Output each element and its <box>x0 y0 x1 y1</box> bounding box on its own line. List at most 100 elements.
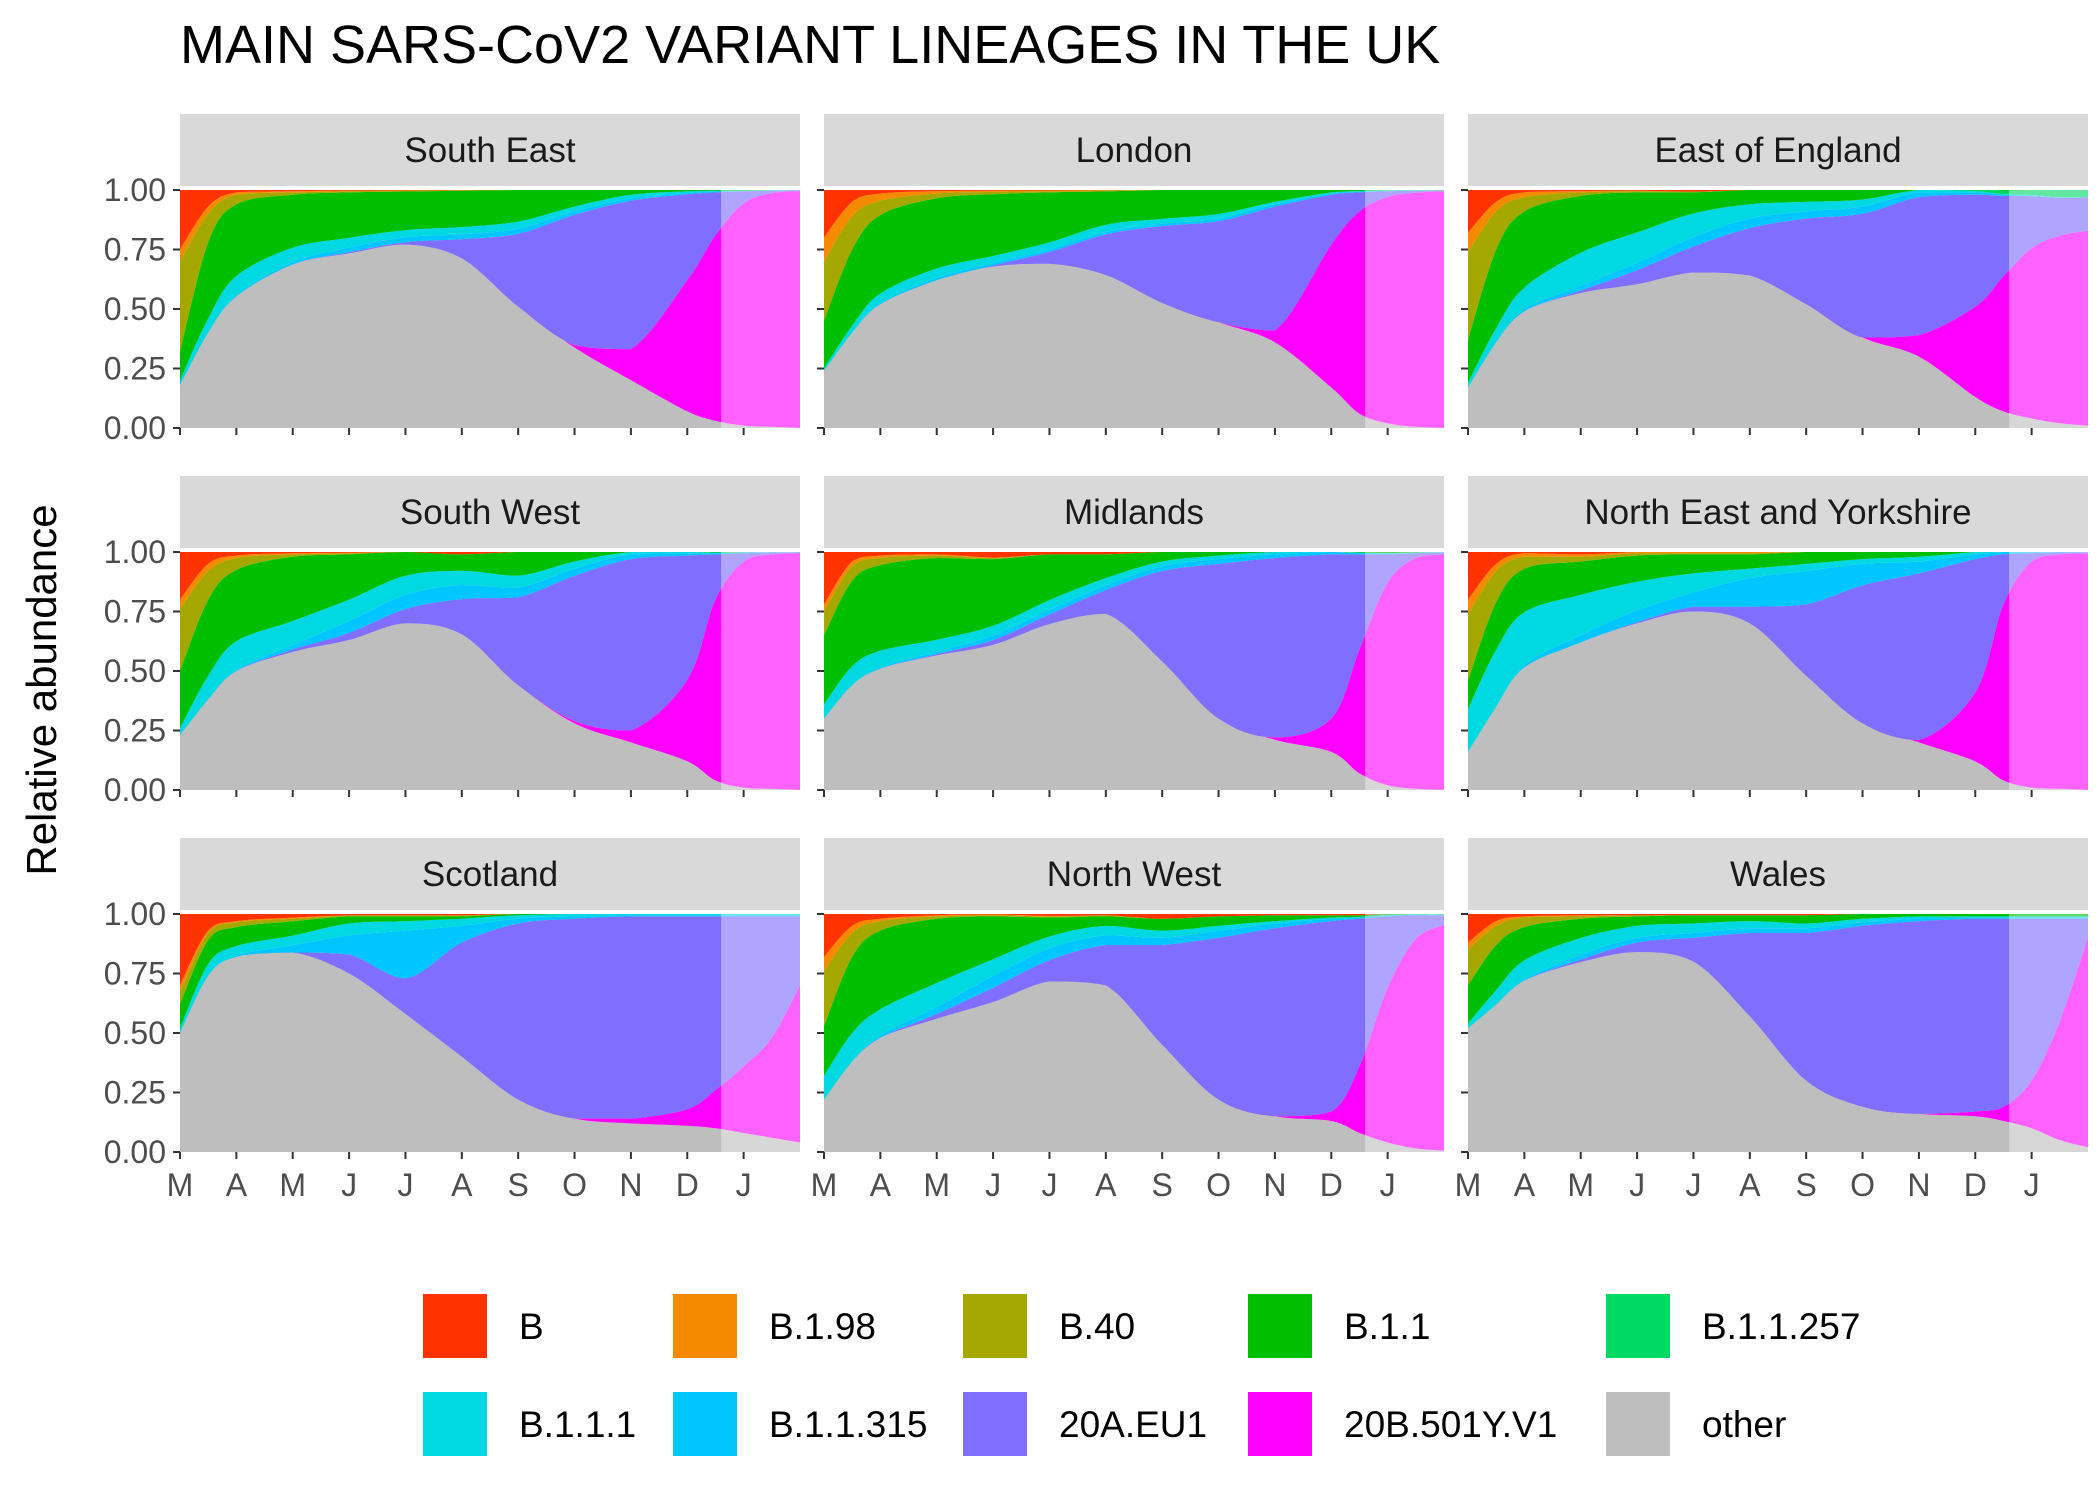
y-tick-label-0-25: 0.25 <box>104 713 166 749</box>
area-east-of-england-b-1-1-1 <box>1468 190 2088 388</box>
x-tick-label-scotland-3: J <box>341 1167 357 1203</box>
y-tick-label-0-25: 0.25 <box>104 1075 166 1111</box>
legend-label-other: other <box>1702 1404 1786 1445</box>
forecast-shade-scotland <box>721 914 800 1152</box>
strip-wales <box>1468 838 2088 910</box>
x-tick-label-north-west-9: D <box>1320 1167 1343 1203</box>
y-tick-label-0-75: 0.75 <box>104 594 166 630</box>
legend-label-b: B <box>519 1306 544 1347</box>
x-tick-label-wales-3: J <box>1629 1167 1645 1203</box>
area-south-west-b-1-1-315 <box>180 552 800 736</box>
legend-label-b-40: B.40 <box>1059 1306 1135 1347</box>
strip-label-south-west: South West <box>400 493 581 532</box>
panel-south-west: South West 0.00 0.25 0.50 0.75 1.00 <box>104 476 800 808</box>
legend-swatch-b-1-1 <box>1248 1294 1312 1358</box>
panel-midlands: Midlands <box>817 476 1444 797</box>
x-tick-label-north-west-4: J <box>1041 1167 1057 1203</box>
area-london-b-1-98 <box>824 190 1444 262</box>
area-scotland-b-40 <box>180 914 800 1005</box>
y-tick-label-0-75: 0.75 <box>104 232 166 268</box>
strip-south-west <box>180 476 800 548</box>
legend-swatch-b-1-1-315 <box>673 1392 737 1456</box>
x-tick-label-scotland-5: A <box>451 1167 473 1203</box>
x-tick-label-wales-2: M <box>1567 1167 1594 1203</box>
area-london-b-1-1 <box>824 190 1444 369</box>
legend-swatch-20a-eu1 <box>963 1392 1027 1456</box>
legend-item-b-1-1-315: B.1.1.315 <box>673 1392 927 1456</box>
area-north-west-other <box>824 981 1444 1152</box>
y-tick-label-0-50: 0.50 <box>104 291 166 327</box>
strip-midlands <box>824 476 1444 548</box>
x-tick-label-scotland-10: J <box>736 1167 752 1203</box>
x-tick-label-wales-6: S <box>1796 1167 1817 1203</box>
x-tick-label-scotland-0: M <box>167 1167 194 1203</box>
x-tick-label-north-west-6: S <box>1152 1167 1173 1203</box>
area-south-east-20b-501y-v1 <box>180 191 800 428</box>
area-south-east-other <box>180 244 800 428</box>
area-midlands-20b-501y-v1 <box>824 554 1444 790</box>
area-south-east-20a-eu1 <box>180 190 800 386</box>
legend-label-20b-501y-v1: 20B.501Y.V1 <box>1344 1404 1557 1445</box>
legend-item-b-1-1-1: B.1.1.1 <box>423 1392 636 1456</box>
area-wales-other <box>1468 952 2088 1152</box>
forecast-shade-north-west <box>1365 914 1444 1152</box>
strip-london <box>824 114 1444 186</box>
legend-label-b-1-98: B.1.98 <box>769 1306 876 1347</box>
x-tick-label-wales-9: D <box>1964 1167 1987 1203</box>
panel-south-east: South East 0.00 0.25 0.50 0.75 1.00 <box>104 114 800 446</box>
x-tick-label-wales-10: J <box>2024 1167 2040 1203</box>
legend-item-b-1-1-257: B.1.1.257 <box>1606 1294 1860 1358</box>
x-tick-label-scotland-2: M <box>279 1167 306 1203</box>
panel-london: London <box>817 114 1444 435</box>
x-tick-label-scotland-9: D <box>676 1167 699 1203</box>
area-north-west-b-1-1 <box>824 914 1444 1076</box>
forecast-shade-wales <box>2009 914 2088 1152</box>
x-tick-label-scotland-4: J <box>397 1167 413 1203</box>
area-north-west-b-1-1-315 <box>824 914 1444 1100</box>
x-tick-label-north-west-0: M <box>811 1167 838 1203</box>
legend-item-b-40: B.40 <box>963 1294 1135 1358</box>
area-london-20b-501y-v1 <box>824 191 1444 428</box>
legend-label-b-1-1: B.1.1 <box>1344 1306 1430 1347</box>
x-tick-label-scotland-1: A <box>226 1167 248 1203</box>
forecast-shade-london <box>1365 190 1444 428</box>
area-north-east-and-yorkshire-b-1-1-315 <box>1468 552 2088 752</box>
area-east-of-england-b-1-1 <box>1468 190 2088 383</box>
area-scotland-20a-eu1 <box>180 916 800 1119</box>
x-tick-label-scotland-7: O <box>562 1167 587 1203</box>
strip-east-of-england <box>1468 114 2088 186</box>
strip-south-east <box>180 114 800 186</box>
legend-label-b-1-1-257: B.1.1.257 <box>1702 1306 1860 1347</box>
area-midlands-b-1-1 <box>824 552 1444 705</box>
area-scotland-20b-501y-v1 <box>180 952 800 1143</box>
y-tick-label-0-75: 0.75 <box>104 956 166 992</box>
area-london-b-40 <box>824 190 1444 321</box>
legend-swatch-b-1-1-257 <box>1606 1294 1670 1358</box>
y-tick-label-1-00: 1.00 <box>104 896 166 932</box>
legend-swatch-b-1-98 <box>673 1294 737 1358</box>
area-north-east-and-yorkshire-other <box>1468 611 2088 790</box>
legend-item-b: B <box>423 1294 544 1358</box>
area-east-of-england-20b-501y-v1 <box>1468 230 2088 426</box>
x-tick-label-north-west-5: A <box>1095 1167 1117 1203</box>
area-north-east-and-yorkshire-20b-501y-v1 <box>1468 553 2088 790</box>
area-south-east-b-1-1-1 <box>180 190 800 386</box>
strip-label-london: London <box>1076 131 1193 170</box>
x-tick-label-north-west-2: M <box>923 1167 950 1203</box>
x-tick-label-wales-0: M <box>1455 1167 1482 1203</box>
x-tick-label-scotland-8: N <box>619 1167 642 1203</box>
legend-swatch-b <box>423 1294 487 1358</box>
forecast-shade-east-of-england <box>2009 190 2088 428</box>
area-north-west-20a-eu1 <box>824 915 1444 1117</box>
area-north-west-20b-501y-v1 <box>824 924 1444 1151</box>
strip-north-west <box>824 838 1444 910</box>
y-tick-label-0-00: 0.00 <box>104 772 166 808</box>
y-tick-label-0-00: 0.00 <box>104 410 166 446</box>
area-east-of-england-b-40 <box>1468 190 2088 340</box>
area-north-east-and-yorkshire-b-1-1 <box>1468 552 2088 710</box>
area-south-west-20b-501y-v1 <box>180 553 800 790</box>
area-north-west-b-1-98 <box>824 914 1444 972</box>
